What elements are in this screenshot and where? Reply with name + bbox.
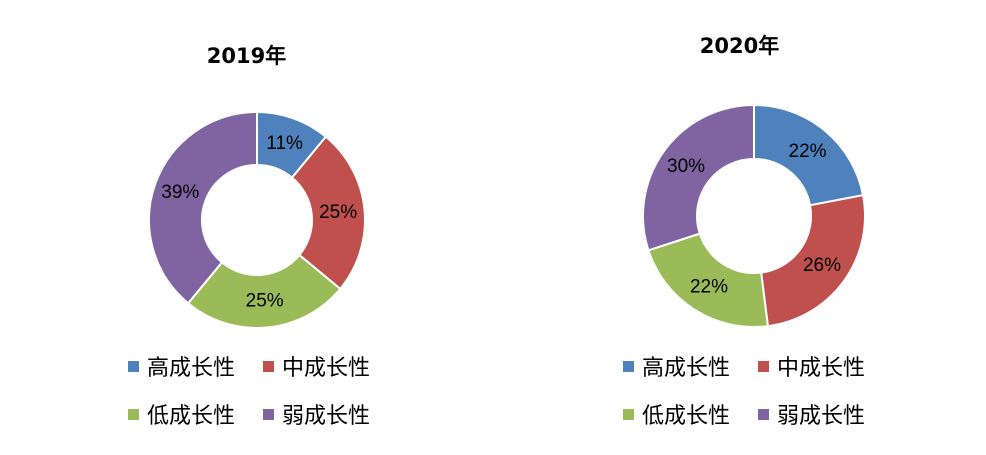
slice-mid-growth — [760, 194, 866, 328]
donut-svg: 22% 26% 22% 30% — [642, 103, 866, 328]
legend-item-mid-growth: 中成长性 — [758, 350, 865, 382]
data-label-high-growth: 22% — [789, 141, 827, 162]
chart-title: 2020年 — [699, 34, 780, 58]
legend-swatch — [128, 360, 139, 372]
data-label-low-growth: 22% — [690, 276, 728, 297]
legend-swatch — [758, 408, 769, 420]
data-label-mid-growth: 26% — [803, 255, 841, 276]
slice-mid-growth — [290, 135, 366, 291]
legend-swatch — [263, 360, 274, 372]
legend-label: 低成长性 — [642, 404, 731, 429]
data-label-high-growth: 11% — [266, 133, 303, 154]
legend-swatch — [758, 360, 769, 372]
legend-item-high-growth: 高成长性 — [623, 350, 730, 382]
legend-label: 低成长性 — [147, 404, 236, 429]
data-label-mid-growth: 25% — [319, 202, 357, 223]
legend-item-mid-growth: 中成长性 — [263, 350, 370, 382]
legend-item-low-growth: 低成长性 — [128, 398, 235, 430]
legend-label: 中成长性 — [777, 356, 866, 381]
legend-swatch — [623, 360, 634, 372]
legend-swatch — [128, 408, 139, 420]
slice-low-growth — [647, 232, 770, 328]
legend-item-weak-growth: 弱成长性 — [263, 398, 370, 430]
legend-label: 弱成长性 — [777, 404, 866, 429]
donut-chart-2019: 2019年 11% 25% 25% 39% 高成长性 中成长性低成长性 弱成长性 — [128, 44, 370, 430]
legend-label: 弱成长性 — [282, 404, 371, 429]
legend-swatch — [263, 408, 274, 420]
legend-label: 中成长性 — [282, 356, 371, 381]
legend-label: 高成长性 — [147, 356, 236, 381]
legend-label: 高成长性 — [642, 356, 731, 381]
legend-swatch — [623, 408, 634, 420]
chart-title: 2019年 — [206, 44, 287, 68]
donut-chart-2020: 2020年 22% 26% 22% 30% 高成长性 中成长性低成长性 弱成长性 — [493, 0, 986, 455]
data-label-weak-growth: 30% — [667, 156, 705, 177]
legend-item-high-growth: 高成长性 — [128, 350, 235, 382]
slice-weak-growth — [148, 110, 258, 305]
slice-low-growth — [186, 253, 342, 329]
legend-item-weak-growth: 弱成长性 — [758, 398, 865, 430]
slice-high-growth — [753, 103, 865, 207]
data-label-weak-growth: 39% — [161, 182, 199, 203]
slice-weak-growth — [642, 103, 755, 252]
legend-item-low-growth: 低成长性 — [623, 398, 730, 430]
data-label-low-growth: 25% — [246, 291, 284, 312]
donut-svg: 11% 25% 25% 39% — [148, 110, 366, 329]
